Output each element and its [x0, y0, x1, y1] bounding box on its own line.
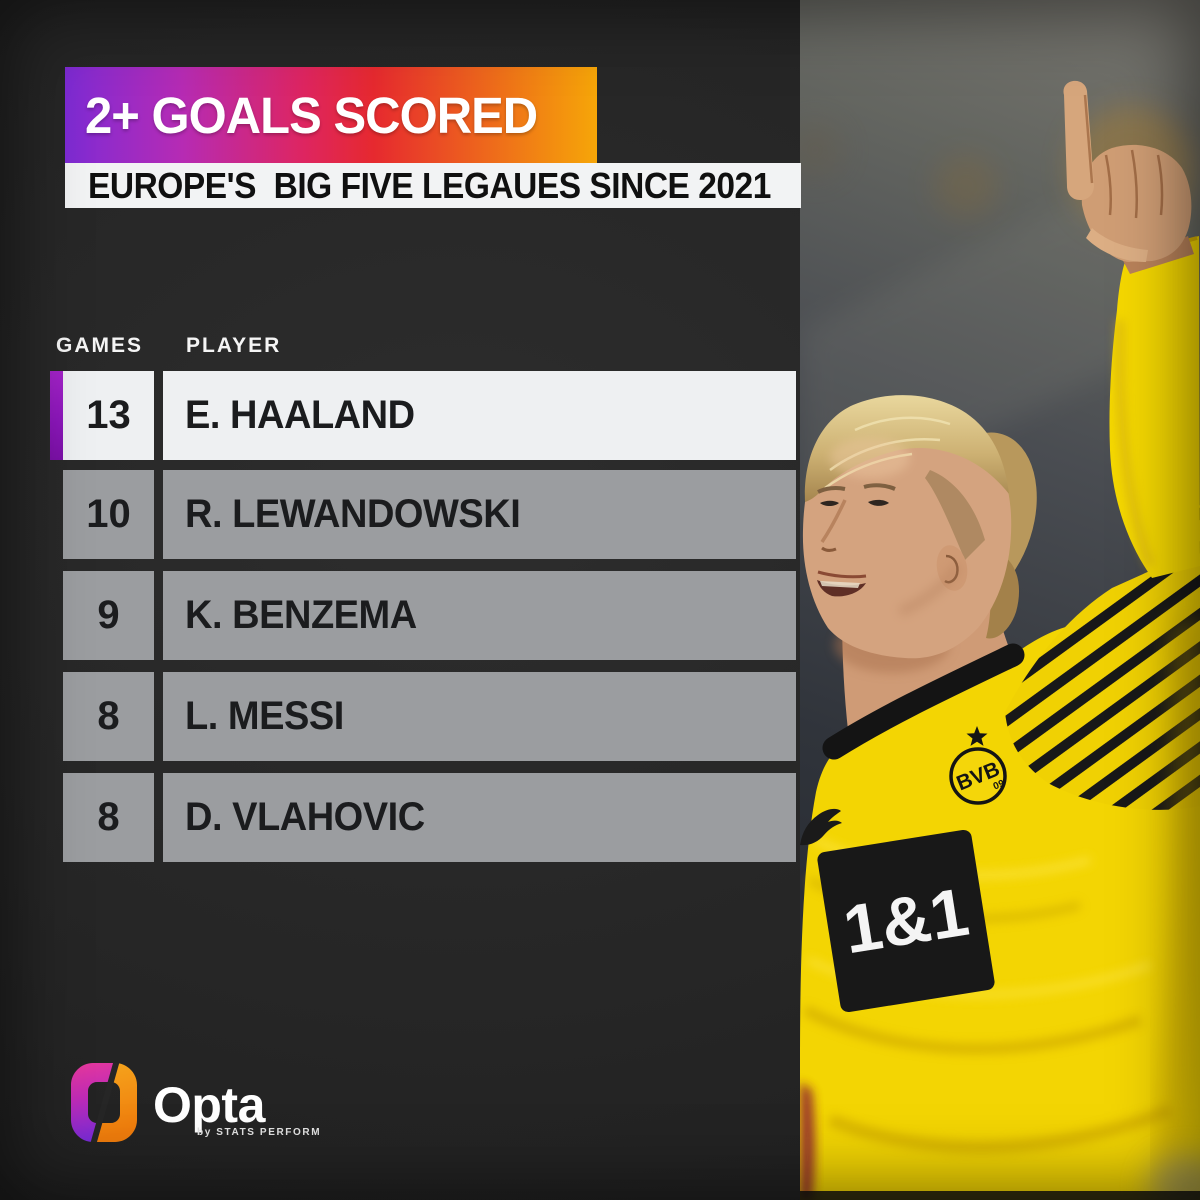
games-value: 8	[63, 672, 154, 761]
games-value: 10	[63, 470, 154, 559]
page-title: 2+ GOALS SCORED	[85, 86, 538, 144]
page-subtitle: EUROPE'S BIG FIVE LEGAUES SINCE 2021	[88, 164, 771, 206]
player-name-text: R. LEWANDOWSKI	[185, 492, 521, 536]
haaland-photo: BVB 09 1&1	[787, 0, 1200, 1200]
crowd-red-blur	[800, 1082, 815, 1200]
table-row-vlahovic: 8 D. VLAHOVIC	[50, 773, 796, 862]
opta-wordmark: Opta	[153, 1077, 265, 1133]
player-name: L. MESSI	[163, 672, 796, 761]
table-row-haaland: 13 E. HAALAND	[50, 371, 796, 460]
opta-byline: by STATS PERFORM	[197, 1127, 322, 1138]
bokeh-light-faint	[787, 122, 843, 178]
player-name: K. BENZEMA	[163, 571, 796, 660]
highlight-accent-bar	[50, 371, 63, 460]
player-name: D. VLAHOVIC	[163, 773, 796, 862]
bvb-star	[966, 726, 988, 746]
pointing-hand	[1063, 80, 1194, 274]
puma-logo	[800, 808, 842, 846]
table-row-lewandowski: 10 R. LEWANDOWSKI	[50, 470, 796, 559]
photo-bottom-edge	[800, 1191, 1200, 1200]
bokeh-light-dim	[934, 154, 998, 218]
bvb-badge-number: 09	[992, 778, 1007, 793]
games-value: 13	[63, 371, 154, 460]
jersey-shoulder-stripes	[1005, 505, 1200, 810]
player-name: R. LEWANDOWSKI	[163, 470, 796, 559]
bvb-badge: BVB 09	[949, 726, 1007, 805]
player-name: E. HAALAND	[163, 371, 796, 460]
sponsor-patch: 1&1	[817, 829, 995, 1013]
player-name-text: L. MESSI	[185, 694, 344, 738]
player-name-text: D. VLAHOVIC	[185, 795, 425, 839]
subtitle-banner: EUROPE'S BIG FIVE LEGAUES SINCE 2021	[65, 163, 801, 208]
games-value: 9	[63, 571, 154, 660]
title-banner: 2+ GOALS SCORED	[65, 67, 597, 163]
haaland-photo-svg: BVB 09 1&1	[787, 0, 1200, 1200]
column-header-games: GAMES	[56, 334, 144, 357]
haaland-head	[802, 395, 1037, 659]
table-row-messi: 8 L. MESSI	[50, 672, 796, 761]
corner-light-blur	[1148, 1155, 1200, 1200]
table-row-benzema: 9 K. BENZEMA	[50, 571, 796, 660]
games-value: 8	[63, 773, 154, 862]
jersey-collar	[822, 643, 1025, 760]
player-name-text: K. BENZEMA	[185, 593, 417, 637]
opta-logo-icon	[71, 1063, 137, 1142]
player-name-text: E. HAALAND	[185, 393, 415, 437]
column-header-player: PLAYER	[186, 334, 282, 357]
